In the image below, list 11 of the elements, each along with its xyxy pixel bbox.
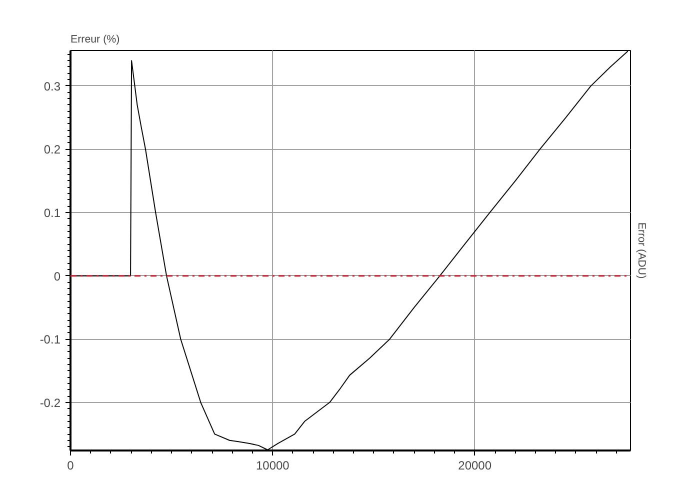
y-tick-label: 0 <box>54 269 61 284</box>
y-tick-label: 0.3 <box>44 79 61 94</box>
x-tick-label: 0 <box>67 458 74 472</box>
y-tick-label: -0.1 <box>40 332 61 347</box>
y-axis-title: Erreur (%) <box>70 34 120 46</box>
y-tick-label: 0.1 <box>44 206 61 220</box>
x-tick-label: 10000 <box>256 458 290 472</box>
y-tick-label: -0.2 <box>40 396 61 410</box>
y2-axis-title: Error (ADU) <box>636 222 648 279</box>
x-tick-label: 20000 <box>458 458 492 472</box>
y-tick-label: 0.2 <box>44 142 61 157</box>
